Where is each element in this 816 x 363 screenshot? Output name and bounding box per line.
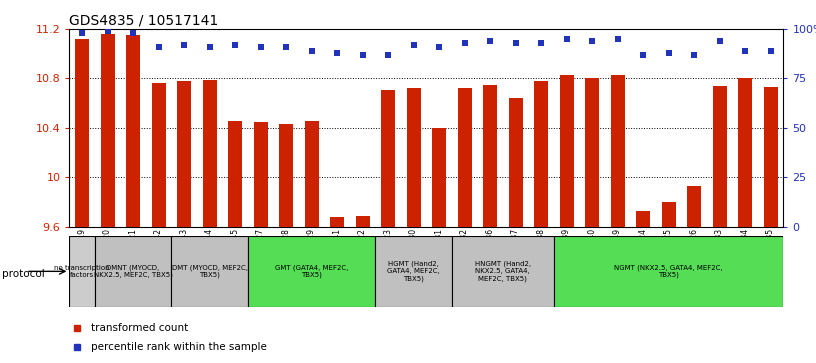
Bar — [712, 86, 726, 227]
Point — [330, 50, 344, 56]
Bar — [69, 236, 95, 307]
Bar — [279, 124, 293, 227]
Text: GMT (GATA4, MEF2C,
TBX5): GMT (GATA4, MEF2C, TBX5) — [275, 264, 348, 278]
Point — [611, 36, 624, 42]
Bar — [177, 81, 191, 227]
Point — [534, 40, 548, 46]
Bar — [554, 236, 783, 307]
Bar — [171, 236, 248, 307]
Text: transformed count: transformed count — [91, 323, 188, 333]
Bar — [585, 78, 599, 227]
Text: protocol: protocol — [2, 269, 44, 279]
Point — [458, 40, 471, 46]
Bar — [356, 216, 370, 227]
Point — [407, 42, 420, 48]
Point — [280, 44, 293, 50]
Bar — [610, 75, 624, 227]
Point — [688, 52, 701, 58]
Point — [76, 30, 89, 36]
Bar — [687, 186, 701, 227]
Bar — [126, 35, 140, 227]
Point — [484, 38, 497, 44]
Text: percentile rank within the sample: percentile rank within the sample — [91, 342, 267, 352]
Bar — [662, 202, 676, 227]
Point — [126, 30, 140, 36]
Text: DMT (MYOCD, MEF2C,
TBX5): DMT (MYOCD, MEF2C, TBX5) — [171, 264, 247, 278]
Bar — [330, 217, 344, 227]
Bar — [636, 211, 650, 227]
Bar — [406, 88, 420, 227]
Point — [586, 38, 599, 44]
Point — [178, 42, 191, 48]
Bar — [381, 90, 395, 227]
Point — [713, 38, 726, 44]
Bar — [738, 78, 752, 227]
Bar — [95, 236, 171, 307]
Bar — [458, 88, 472, 227]
Bar — [100, 34, 114, 227]
Point — [560, 36, 573, 42]
Point — [101, 28, 114, 34]
Text: HGMT (Hand2,
GATA4, MEF2C,
TBX5): HGMT (Hand2, GATA4, MEF2C, TBX5) — [388, 261, 440, 282]
Point — [254, 44, 267, 50]
Bar — [254, 122, 268, 227]
Point — [662, 50, 675, 56]
Text: no transcription
factors: no transcription factors — [55, 265, 110, 278]
Bar — [75, 39, 89, 227]
Bar — [508, 98, 522, 227]
Point — [382, 52, 395, 58]
Bar — [432, 128, 446, 227]
Text: GDS4835 / 10517141: GDS4835 / 10517141 — [69, 14, 219, 28]
Point — [636, 52, 650, 58]
Text: NGMT (NKX2.5, GATA4, MEF2C,
TBX5): NGMT (NKX2.5, GATA4, MEF2C, TBX5) — [614, 264, 723, 278]
Point — [356, 52, 369, 58]
Point — [509, 40, 522, 46]
Bar — [764, 87, 778, 227]
Point — [305, 48, 318, 54]
Bar — [452, 236, 554, 307]
Point — [203, 44, 216, 50]
Point — [764, 48, 777, 54]
Point — [228, 42, 242, 48]
Text: HNGMT (Hand2,
NKX2.5, GATA4,
MEF2C, TBX5): HNGMT (Hand2, NKX2.5, GATA4, MEF2C, TBX5… — [475, 261, 531, 282]
Bar — [202, 80, 216, 227]
Bar — [228, 121, 242, 227]
Point — [152, 44, 165, 50]
Text: DMNT (MYOCD,
NKX2.5, MEF2C, TBX5): DMNT (MYOCD, NKX2.5, MEF2C, TBX5) — [94, 264, 172, 278]
Bar — [152, 83, 166, 227]
Bar — [483, 85, 497, 227]
Point — [432, 44, 446, 50]
Bar — [560, 75, 574, 227]
Bar — [375, 236, 452, 307]
Point — [738, 48, 752, 54]
Bar — [248, 236, 375, 307]
Bar — [304, 121, 318, 227]
Bar — [534, 81, 548, 227]
